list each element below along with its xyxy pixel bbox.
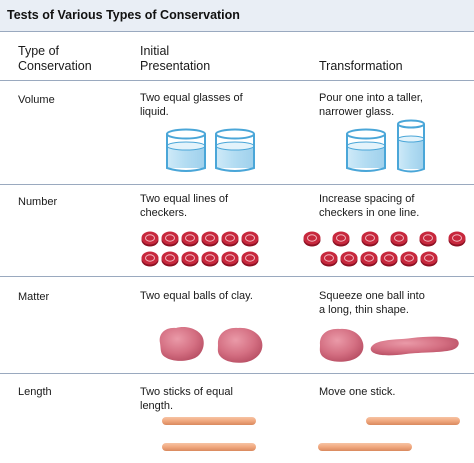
checker-icon [241,251,259,267]
glass-icon [397,119,425,173]
checker-icon [400,251,418,267]
checker-icon [181,231,199,247]
row-label-length: Length [18,386,52,398]
checker-icon [380,251,398,267]
length-transform-text: Move one stick. [319,386,396,398]
clay-snake-icon [370,336,459,356]
checker-icon [141,251,159,267]
row-divider-matter [0,373,474,374]
length-initial-text: Two sticks of equal length. [140,386,233,412]
title-band [0,0,474,31]
row-label-matter: Matter [18,291,50,303]
volume-initial-text: Two equal glasses of liquid. [140,92,243,118]
checker-icon [448,231,466,247]
glass-icon [346,128,386,172]
checker-icon [361,231,379,247]
checker-icon [360,251,378,267]
checker-icon [201,251,219,267]
stick-icon [162,417,256,425]
row-label-number: Number [18,196,58,208]
matter-initial-text: Two equal balls of clay. [140,290,253,302]
glass-icon [166,128,206,172]
checker-icon [161,231,179,247]
checker-icon [161,251,179,267]
stick-icon [162,443,256,451]
checker-icon [141,231,159,247]
checker-icon [241,231,259,247]
clay-ball-icon [217,327,263,363]
header-divider [0,80,474,81]
table-title: Tests of Various Types of Conservation [7,8,240,22]
checker-icon [320,251,338,267]
checker-icon [419,231,437,247]
number-transform-text: Increase spacing of checkers in one line… [319,193,420,219]
stick-icon [366,417,460,425]
header-type-of-conservation: Type of Conservation [18,44,92,73]
row-label-volume: Volume [18,94,55,106]
number-initial-text: Two equal lines of checkers. [140,193,229,219]
header-initial-presentation: Initial Presentation [140,44,211,73]
stick-icon [318,443,412,451]
checkers-group [141,231,466,267]
checker-icon [332,231,350,247]
checker-icon [340,251,358,267]
matter-transform-text: Squeeze one ball into a long, thin shape… [319,290,425,316]
glass-icon [215,128,255,172]
checker-icon [420,251,438,267]
row-divider-volume [0,184,474,185]
checker-icon [201,231,219,247]
checker-icon [390,231,408,247]
checker-icon [181,251,199,267]
volume-transform-text: Pour one into a taller, narrower glass. [319,92,423,118]
checker-icon [221,231,239,247]
title-divider [0,31,474,32]
clay-ball-icon [159,326,204,361]
clay-ball-icon [319,328,364,362]
checker-icon [221,251,239,267]
checker-icon [303,231,321,247]
header-transformation: Transformation [319,59,403,73]
row-divider-number [0,276,474,277]
